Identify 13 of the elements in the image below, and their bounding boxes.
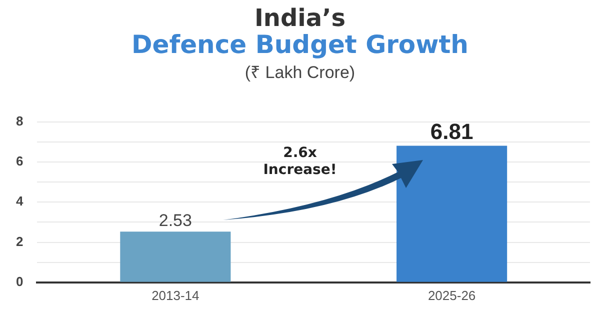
- data-label: 6.81: [430, 118, 474, 144]
- data-label: 2.53: [158, 210, 192, 230]
- y-tick-label: 2: [16, 234, 24, 249]
- annotation: 2.6x Increase!: [262, 145, 338, 179]
- text: (₹ Lakh Crore): [244, 62, 356, 84]
- y-tick-label: 6: [16, 154, 24, 169]
- y-tick-label: 8: [16, 113, 24, 128]
- x-tick-label: 2025-26: [428, 288, 476, 303]
- y-tick-label: 4: [16, 194, 24, 209]
- chart-title: India’s: [253, 4, 347, 32]
- chart-subtitle: Defence Budget Growth: [130, 30, 470, 60]
- y-tick-label: 0: [16, 274, 24, 289]
- x-tick-label: 2013-14: [152, 288, 200, 303]
